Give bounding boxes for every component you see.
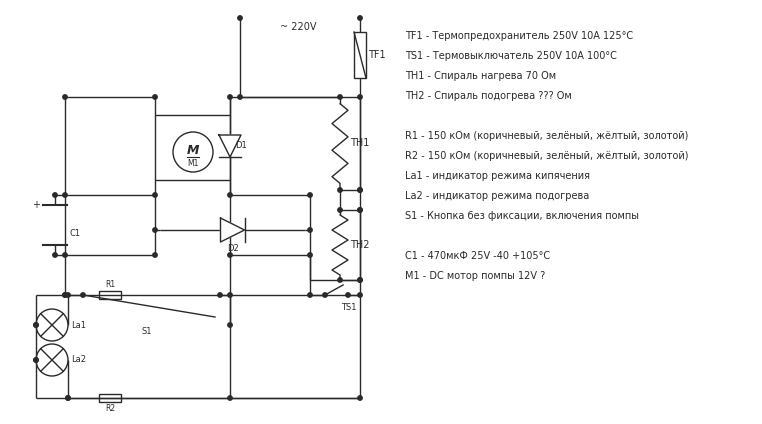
Text: C1 - 470мкФ 25V -40 +105°C: C1 - 470мкФ 25V -40 +105°C bbox=[405, 251, 550, 261]
Circle shape bbox=[34, 358, 38, 362]
Text: TF1: TF1 bbox=[368, 50, 386, 60]
Circle shape bbox=[308, 193, 312, 197]
Text: R1 - 150 кОм (коричневый, зелёный, жёлтый, золотой): R1 - 150 кОм (коричневый, зелёный, жёлты… bbox=[405, 131, 688, 141]
Circle shape bbox=[338, 188, 342, 192]
Text: D2: D2 bbox=[226, 244, 239, 253]
Circle shape bbox=[308, 253, 312, 257]
Text: R1: R1 bbox=[105, 280, 115, 289]
Circle shape bbox=[228, 253, 232, 257]
Circle shape bbox=[358, 293, 362, 297]
Circle shape bbox=[153, 193, 157, 197]
Text: S1: S1 bbox=[141, 327, 152, 336]
Circle shape bbox=[62, 193, 67, 197]
Circle shape bbox=[358, 16, 362, 20]
Circle shape bbox=[66, 396, 70, 400]
Circle shape bbox=[228, 95, 232, 99]
Circle shape bbox=[358, 188, 362, 192]
Circle shape bbox=[66, 396, 70, 400]
Text: TF1 - Термопредохранитель 250V 10A 125°C: TF1 - Термопредохранитель 250V 10A 125°C bbox=[405, 31, 633, 41]
Circle shape bbox=[338, 208, 342, 212]
Bar bbox=[99, 394, 121, 402]
Circle shape bbox=[238, 95, 242, 99]
Text: TS1: TS1 bbox=[341, 303, 357, 312]
Circle shape bbox=[238, 16, 242, 20]
Circle shape bbox=[218, 293, 223, 297]
Circle shape bbox=[53, 193, 57, 197]
Text: TH1: TH1 bbox=[350, 139, 370, 148]
Text: La2: La2 bbox=[71, 355, 86, 365]
Circle shape bbox=[338, 278, 342, 282]
Circle shape bbox=[346, 293, 351, 297]
Circle shape bbox=[53, 253, 57, 257]
Text: R2 - 150 кОм (коричневый, зелёный, жёлтый, золотой): R2 - 150 кОм (коричневый, зелёный, жёлты… bbox=[405, 151, 689, 161]
Circle shape bbox=[358, 188, 362, 192]
Text: R2: R2 bbox=[105, 404, 115, 413]
Circle shape bbox=[323, 293, 327, 297]
Text: ~ 220V: ~ 220V bbox=[280, 22, 316, 32]
Text: S1 - Кнопка без фиксации, включения помпы: S1 - Кнопка без фиксации, включения помп… bbox=[405, 211, 639, 221]
Bar bbox=[155, 115, 230, 180]
Circle shape bbox=[228, 396, 232, 400]
Circle shape bbox=[81, 293, 85, 297]
Circle shape bbox=[358, 208, 362, 212]
Circle shape bbox=[62, 293, 67, 297]
Circle shape bbox=[358, 208, 362, 212]
Text: M1 - DC мотор помпы 12V ?: M1 - DC мотор помпы 12V ? bbox=[405, 271, 546, 281]
Text: +: + bbox=[32, 200, 40, 210]
Polygon shape bbox=[220, 218, 245, 242]
Text: La1: La1 bbox=[71, 321, 86, 329]
Circle shape bbox=[228, 293, 232, 297]
Circle shape bbox=[62, 293, 67, 297]
Text: M: M bbox=[187, 143, 199, 156]
Circle shape bbox=[358, 396, 362, 400]
Text: D1: D1 bbox=[235, 142, 247, 151]
Text: C1: C1 bbox=[70, 229, 81, 237]
Circle shape bbox=[358, 278, 362, 282]
Circle shape bbox=[228, 323, 232, 327]
Circle shape bbox=[308, 293, 312, 297]
Text: La2 - индикатор режима подогрева: La2 - индикатор режима подогрева bbox=[405, 191, 589, 201]
Circle shape bbox=[228, 193, 232, 197]
Circle shape bbox=[34, 358, 38, 362]
Polygon shape bbox=[219, 135, 241, 157]
Text: La1 - индикатор режима кипячения: La1 - индикатор режима кипячения bbox=[405, 171, 590, 181]
Circle shape bbox=[358, 95, 362, 99]
Circle shape bbox=[308, 228, 312, 232]
Bar bbox=[99, 291, 121, 299]
Text: TH2 - Спираль подогрева ??? Ом: TH2 - Спираль подогрева ??? Ом bbox=[405, 91, 572, 101]
Circle shape bbox=[62, 253, 67, 257]
Text: TH1 - Спираль нагрева 70 Ом: TH1 - Спираль нагрева 70 Ом bbox=[405, 71, 556, 81]
Circle shape bbox=[358, 278, 362, 282]
Text: M1: M1 bbox=[187, 159, 199, 168]
Text: TH2: TH2 bbox=[350, 240, 370, 250]
Circle shape bbox=[34, 323, 38, 327]
Circle shape bbox=[338, 95, 342, 99]
Circle shape bbox=[153, 253, 157, 257]
Text: TS1 - Термовыключатель 250V 10A 100°C: TS1 - Термовыключатель 250V 10A 100°C bbox=[405, 51, 617, 61]
Circle shape bbox=[153, 95, 157, 99]
Circle shape bbox=[62, 95, 67, 99]
Circle shape bbox=[153, 228, 157, 232]
Bar bbox=[354, 32, 366, 78]
Circle shape bbox=[34, 323, 38, 327]
Circle shape bbox=[66, 293, 70, 297]
